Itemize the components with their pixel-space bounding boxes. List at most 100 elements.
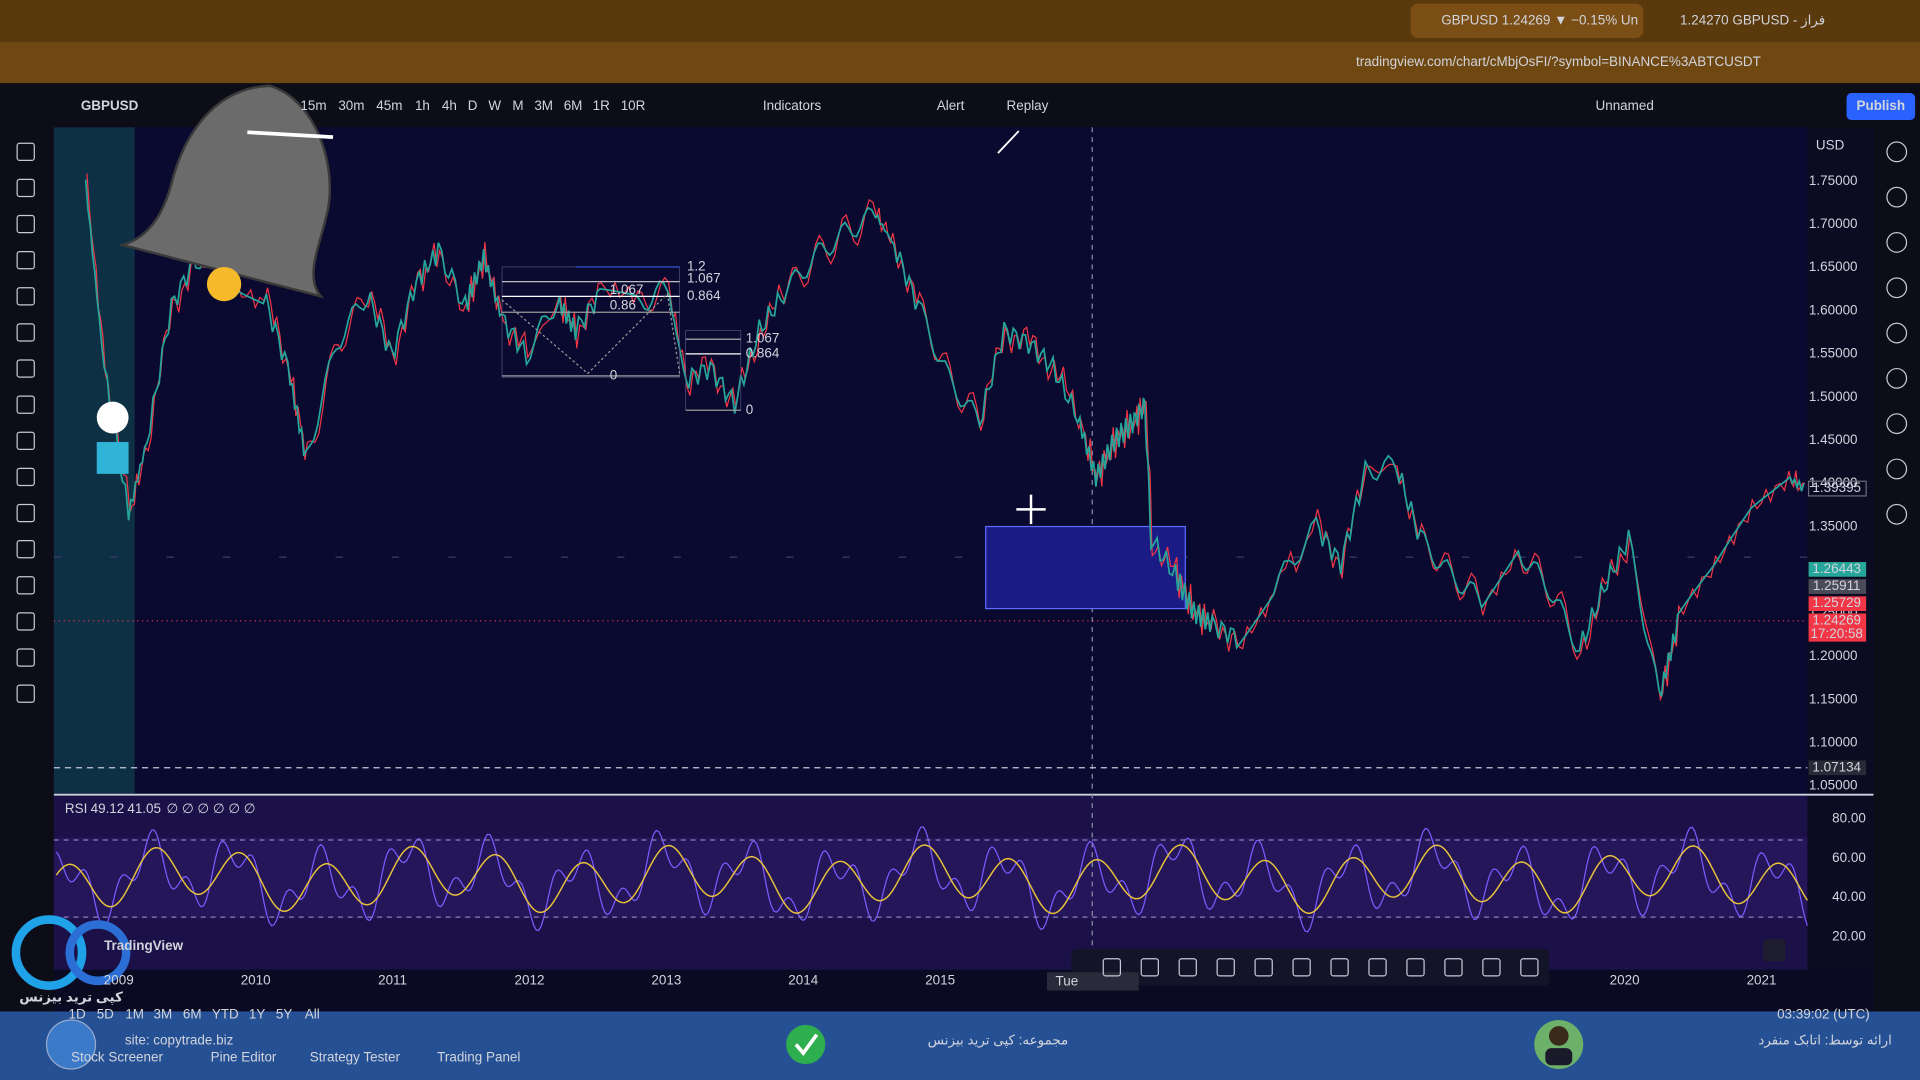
sidebar-icon[interactable] — [1886, 277, 1908, 299]
rectangle-drawing[interactable] — [985, 525, 1186, 610]
interval-button[interactable]: 30m — [338, 98, 364, 113]
interval-button[interactable]: 45m — [376, 98, 402, 113]
price-tick-label: 1.45000 — [1809, 432, 1858, 447]
tool-icon[interactable] — [16, 648, 35, 667]
indicators-button[interactable]: Indicators — [763, 98, 822, 113]
layout-name[interactable]: Unnamed — [1596, 98, 1654, 113]
replay-button[interactable]: Replay — [1007, 98, 1049, 113]
time-axis — [53, 969, 1874, 1014]
collapse-button[interactable] — [1763, 939, 1786, 962]
range-button[interactable]: 6M — [183, 1007, 202, 1022]
tool-icon[interactable] — [16, 359, 35, 378]
pin-marker[interactable] — [96, 401, 129, 434]
price-label-box — [1808, 596, 1867, 612]
url[interactable]: tradingview.com/chart/cMbjOsFI/?symbol=B… — [1356, 54, 1761, 69]
tab-title[interactable]: 1.24270 GBPUSD - فراز — [1680, 12, 1825, 28]
tool-icon[interactable] — [16, 576, 35, 595]
sidebar-icon[interactable] — [1886, 141, 1908, 163]
interval-button[interactable]: W — [488, 98, 501, 113]
drawing-tool-icon[interactable] — [1406, 958, 1425, 977]
bell-icon — [117, 84, 334, 302]
bottom-tab[interactable]: Trading Panel — [437, 1050, 520, 1065]
interval-button[interactable]: 6M — [564, 98, 583, 113]
rsi-tick-label: 60.00 — [1832, 850, 1866, 865]
fib-drawings[interactable] — [501, 266, 742, 411]
trend-line[interactable] — [997, 130, 1020, 154]
drawing-tool-icon[interactable] — [1254, 958, 1273, 977]
tool-icon[interactable] — [16, 287, 35, 306]
publish-label[interactable]: Publish — [1857, 98, 1906, 113]
tool-icon[interactable] — [16, 684, 35, 703]
bottom-tab[interactable]: Stock Screener — [71, 1050, 163, 1065]
drawing-tool-icon[interactable] — [1178, 958, 1197, 977]
tool-icon[interactable] — [16, 467, 35, 487]
price-label: 17:20:58 — [1811, 626, 1863, 641]
interval-button[interactable]: 15m — [300, 98, 326, 113]
tool-icon[interactable] — [16, 178, 35, 198]
tool-icon[interactable] — [16, 251, 35, 270]
drawing-tool-icon[interactable] — [1520, 958, 1539, 977]
sidebar-icon[interactable] — [1886, 503, 1908, 525]
year-label: 2012 — [515, 972, 545, 987]
sidebar-icon[interactable] — [1886, 232, 1908, 253]
range-button[interactable]: 5Y — [276, 1007, 292, 1022]
interval-button[interactable]: 10R — [621, 98, 646, 113]
drawing-tool-icon[interactable] — [1368, 958, 1387, 977]
interval-button[interactable]: 4h — [442, 98, 457, 113]
price-tick-label: 1.10000 — [1809, 734, 1858, 749]
fib-trend — [501, 292, 681, 375]
tool-icon[interactable] — [16, 612, 35, 631]
active-tab[interactable] — [1410, 3, 1644, 38]
range-button[interactable]: 1M — [125, 1007, 144, 1022]
bottom-tab[interactable]: Strategy Tester — [310, 1050, 401, 1065]
overlay-banner — [0, 1011, 1920, 1080]
tool-icon[interactable] — [16, 395, 35, 414]
tool-icon[interactable] — [16, 540, 35, 559]
rsi-tick-label: 40.00 — [1832, 889, 1866, 904]
range-button[interactable]: All — [305, 1007, 320, 1022]
drawing-tool-icon[interactable] — [1330, 958, 1349, 977]
sidebar-icon[interactable] — [1886, 322, 1908, 344]
price-candles — [84, 179, 1805, 697]
range-button[interactable]: 5D — [97, 1007, 114, 1022]
price-label: 1.25911 — [1813, 578, 1861, 593]
tab-title[interactable]: GBPUSD 1.24269 ▼ −0.15% Un — [1441, 12, 1638, 27]
drawing-tool-icon[interactable] — [1140, 958, 1159, 977]
symbol[interactable]: GBPUSD — [81, 98, 139, 113]
check-mark — [794, 1033, 819, 1057]
interval-button[interactable]: 3M — [534, 98, 553, 113]
year-label: 2014 — [788, 972, 818, 987]
drawing-tool-icon[interactable] — [1482, 958, 1501, 977]
tool-icon[interactable] — [16, 431, 35, 450]
interval-button[interactable]: 1h — [415, 98, 430, 113]
emoji-marker[interactable] — [96, 442, 129, 474]
address-bar — [0, 41, 1920, 84]
range-button[interactable]: YTD — [212, 1007, 239, 1022]
fib-label: 1.067 — [610, 282, 644, 297]
price-axis — [1807, 127, 1874, 970]
tool-icon[interactable] — [16, 503, 35, 523]
sidebar-icon[interactable] — [1886, 367, 1908, 389]
sidebar-icon[interactable] — [1886, 458, 1908, 480]
interval-button[interactable]: 1R — [593, 98, 610, 113]
range-button[interactable]: 3M — [154, 1007, 173, 1022]
tool-icon[interactable] — [16, 142, 35, 162]
price-series — [84, 173, 1806, 702]
tool-icon[interactable] — [16, 323, 35, 342]
range-button[interactable]: 1Y — [249, 1007, 265, 1022]
alert-button[interactable]: Alert — [937, 98, 965, 113]
sidebar-icon[interactable] — [1886, 186, 1908, 208]
bottom-tab[interactable]: Pine Editor — [211, 1050, 277, 1065]
interval-button[interactable]: M — [512, 98, 523, 113]
year-label: 2015 — [925, 972, 955, 987]
tool-icon[interactable] — [16, 214, 35, 234]
drawing-tool-icon[interactable] — [1444, 958, 1463, 977]
drawing-tool-icon[interactable] — [1216, 958, 1235, 977]
publish-button[interactable] — [1846, 93, 1916, 120]
interval-button[interactable]: D — [468, 98, 478, 113]
sidebar-icon[interactable] — [1886, 413, 1908, 435]
drawing-tool-icon[interactable] — [1292, 958, 1311, 977]
drawing-tool-icon[interactable] — [1102, 958, 1122, 977]
range-button[interactable]: 1D — [69, 1007, 86, 1022]
